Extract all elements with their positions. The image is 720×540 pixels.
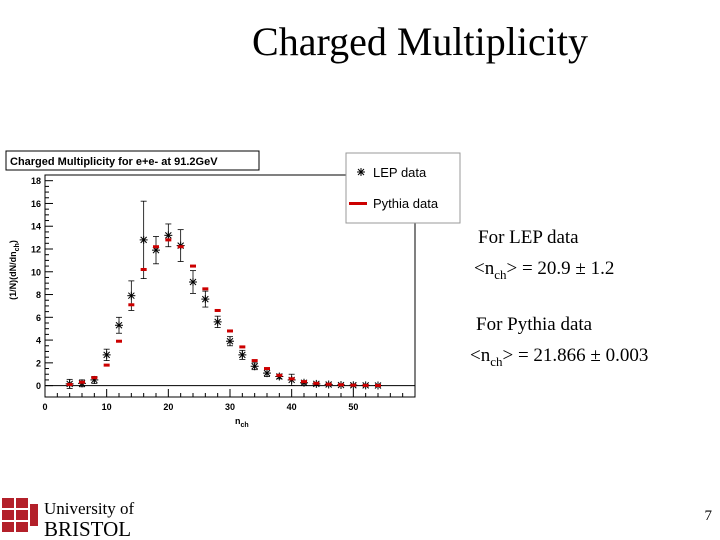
pythia-stat-value: <nch> = 21.866 ± 0.003: [470, 345, 649, 369]
pythia-point: [276, 373, 283, 377]
pythia-point: [362, 383, 369, 387]
x-axis-label: nch: [235, 416, 249, 429]
lep-marker-stroke: [238, 351, 246, 359]
university-logo: University of BRISTOL: [2, 498, 135, 540]
pythia-point: [325, 382, 332, 386]
legend-box: [345, 152, 461, 224]
chart-title: Charged Multiplicity for e+e- at 91.2GeV: [10, 156, 218, 168]
lep-stat-value: <nch> = 20.9 ± 1.2: [474, 258, 615, 282]
y-tick-label: 16: [31, 199, 41, 209]
pythia-point: [165, 238, 172, 242]
pythia-point: [190, 264, 196, 268]
pythia-point: [202, 287, 209, 291]
lep-point: [115, 321, 123, 330]
y-tick-label: 8: [36, 290, 41, 300]
logo-line-2: BRISTOL: [44, 517, 131, 540]
legend-lep-marker: [357, 168, 365, 176]
lep-marker-stroke: [226, 337, 234, 345]
legend-star-stroke: [357, 168, 365, 176]
lep-marker-stroke: [140, 236, 148, 244]
y-axis-label: (1/N)(dN/dnch): [8, 240, 21, 300]
lep-stat-label: For LEP data: [478, 227, 579, 248]
pythia-point: [79, 380, 85, 384]
y-tick-label: 10: [31, 267, 41, 277]
lep-point: [226, 337, 234, 346]
y-tick-label: 18: [31, 176, 41, 186]
pythia-point: [338, 383, 344, 387]
lep-marker-stroke: [164, 231, 172, 239]
pythia-stat-label: For Pythia data: [476, 314, 593, 335]
x-tick-label: 20: [163, 402, 173, 412]
x-tick-label: 50: [348, 402, 358, 412]
pythia-point: [227, 329, 233, 333]
pythia-point: [288, 377, 295, 381]
pythia-point: [350, 383, 357, 387]
pythia-point: [116, 339, 122, 343]
y-tick-label: 14: [31, 222, 41, 232]
lep-marker-stroke: [127, 292, 135, 300]
chart-title-box: [5, 150, 260, 171]
x-tick-label: 40: [287, 402, 297, 412]
legend-pythia-marker: [349, 202, 367, 205]
lep-point: [201, 295, 210, 304]
y-tick-label: 4: [36, 336, 41, 346]
logo-line-1: University of: [44, 499, 135, 518]
pythia-point: [177, 245, 184, 249]
lep-point: [189, 278, 197, 287]
lep-point: [250, 362, 259, 371]
y-tick-label: 2: [36, 358, 41, 368]
y-tick-label: 6: [36, 313, 41, 323]
y-tick-label: 12: [31, 245, 41, 255]
pythia-point: [239, 345, 246, 349]
pythia-point: [313, 381, 320, 385]
lep-marker-stroke: [103, 351, 111, 359]
pythia-point: [140, 267, 147, 271]
logo-emblem-icon: [2, 498, 38, 532]
pythia-point: [251, 359, 258, 363]
pythia-point: [103, 363, 110, 367]
x-tick-label: 30: [225, 402, 235, 412]
x-tick-label: 10: [102, 402, 112, 412]
lep-point: [127, 291, 136, 300]
lep-marker-stroke: [214, 318, 222, 326]
chart-legend: LEP data Pythia data: [345, 152, 461, 224]
pythia-point: [214, 308, 221, 312]
lep-point: [102, 350, 111, 359]
lep-point: [213, 317, 222, 326]
pythia-point: [153, 245, 159, 249]
page-number: 7: [704, 508, 713, 524]
lep-point: [139, 235, 148, 244]
legend-pythia-label: Pythia data: [373, 196, 439, 211]
slide-title: Charged Multiplicity: [252, 19, 588, 64]
legend-lep-label: LEP data: [373, 165, 427, 180]
x-tick-label: 0: [42, 402, 47, 412]
multiplicity-chart: 0 2 4 6 8 10 12 14 16 18 0 10 20 30 40 50 nch (1/N)(dN/dn…: [5, 150, 461, 429]
lep-point: [238, 350, 247, 359]
pythia-point: [128, 303, 135, 307]
pythia-point: [375, 384, 381, 388]
lep-marker-stroke: [251, 362, 259, 370]
pythia-point: [264, 367, 270, 371]
lep-marker-stroke: [201, 295, 209, 303]
y-tick-label: 0: [36, 381, 41, 391]
lep-point: [164, 231, 173, 240]
lep-marker-stroke: [115, 321, 123, 329]
lep-marker-stroke: [189, 278, 197, 286]
pythia-point: [91, 376, 98, 380]
pythia-point: [301, 380, 307, 384]
lep-point: [263, 369, 271, 378]
lep-marker-stroke: [263, 369, 271, 377]
pythia-point: [66, 382, 73, 386]
